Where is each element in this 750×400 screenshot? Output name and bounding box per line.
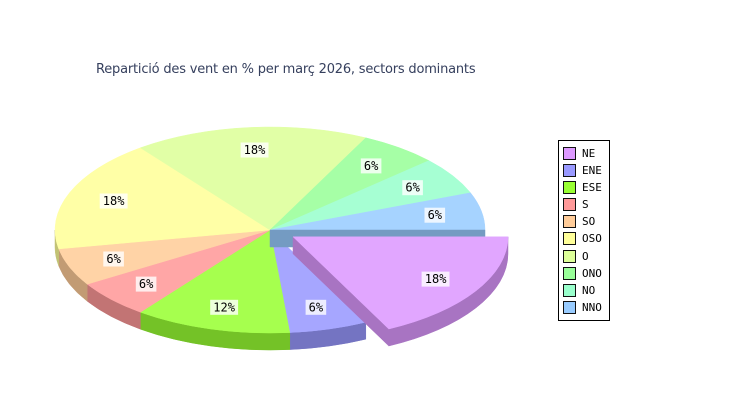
slice-label-NO: 6% — [402, 180, 423, 196]
legend-label-O: O — [582, 249, 589, 263]
slice-label-ENE: 6% — [305, 299, 327, 315]
legend-item-SO: SO — [563, 214, 609, 229]
legend-item-O: O — [563, 249, 609, 264]
legend-swatch-NNO — [563, 300, 576, 314]
pie-slice-NE-top — [292, 236, 509, 330]
legend-label-ENE: ENE — [582, 164, 602, 178]
slice-label-text: 6% — [364, 159, 379, 173]
slice-label-NNO: 6% — [424, 207, 446, 223]
pie-slice-O-top — [139, 126, 367, 231]
slice-label-NE: 18% — [421, 271, 450, 287]
legend-item-OSO: OSO — [563, 231, 609, 246]
slice-label-box — [135, 276, 157, 292]
slice-label-text: 6% — [139, 277, 154, 291]
legend-item-NE: NE — [563, 146, 609, 161]
slice-label-text: 18% — [103, 194, 125, 208]
legend-label-NE: NE — [582, 147, 596, 161]
legend-swatch-ONO — [563, 266, 576, 280]
slice-label-text: 18% — [425, 272, 447, 286]
legend-label-OSO: OSO — [582, 232, 602, 246]
slice-label-box — [421, 271, 450, 287]
legend-label-S: S — [582, 198, 589, 212]
legend-item-NNO: NNO — [563, 300, 609, 315]
slice-label-S: 6% — [135, 276, 157, 292]
legend-item-S: S — [563, 197, 609, 212]
legend-item-ONO: ONO — [563, 266, 609, 281]
slice-label-box — [424, 207, 446, 223]
legend-label-ONO: ONO — [582, 266, 602, 280]
legend-swatch-OSO — [563, 232, 576, 246]
legend-swatch-SO — [563, 215, 576, 229]
slice-label-text: 12% — [213, 300, 235, 314]
slice-label-text: 6% — [405, 181, 420, 195]
slice-label-SO: 6% — [103, 251, 124, 267]
slice-label-O: 18% — [240, 142, 269, 158]
legend-swatch-ESE — [563, 181, 576, 195]
legend-swatch-ENE — [563, 164, 576, 178]
slice-label-box — [99, 193, 128, 209]
legend-label-SO: SO — [582, 215, 596, 229]
slice-label-text: 6% — [106, 252, 121, 266]
legend-item-ENE: ENE — [563, 163, 609, 178]
legend-label-NNO: NNO — [582, 300, 602, 314]
legend-swatch-NE — [563, 147, 576, 161]
slice-label-text: 18% — [244, 143, 266, 157]
chart-title: Repartició des vent en % per març 2026, … — [96, 62, 476, 77]
legend-swatch-S — [563, 198, 576, 212]
legend-swatch-NO — [563, 283, 576, 297]
legend-item-NO: NO — [563, 283, 609, 298]
slice-label-OSO: 18% — [99, 193, 128, 209]
slice-label-text: 6% — [428, 208, 443, 222]
pie-slice-ESE-top — [139, 229, 291, 334]
legend-label-ESE: ESE — [582, 181, 602, 195]
slice-label-box — [402, 180, 423, 196]
slice-label-ONO: 6% — [360, 158, 382, 174]
slice-label-box — [210, 299, 239, 315]
slice-label-text: 6% — [309, 300, 324, 314]
slice-label-ESE: 12% — [210, 299, 239, 315]
pie-slice-OSO-top — [54, 147, 271, 250]
legend-swatch-O — [563, 249, 576, 263]
slice-label-box — [305, 299, 327, 315]
legend-item-ESE: ESE — [563, 180, 609, 195]
slice-label-box — [103, 251, 124, 267]
slice-label-box — [360, 158, 382, 174]
legend-label-NO: NO — [582, 283, 596, 297]
slice-label-box — [240, 142, 269, 158]
legend: NE ENE ESE S SO OSO O ONO NO NNO — [558, 140, 610, 321]
